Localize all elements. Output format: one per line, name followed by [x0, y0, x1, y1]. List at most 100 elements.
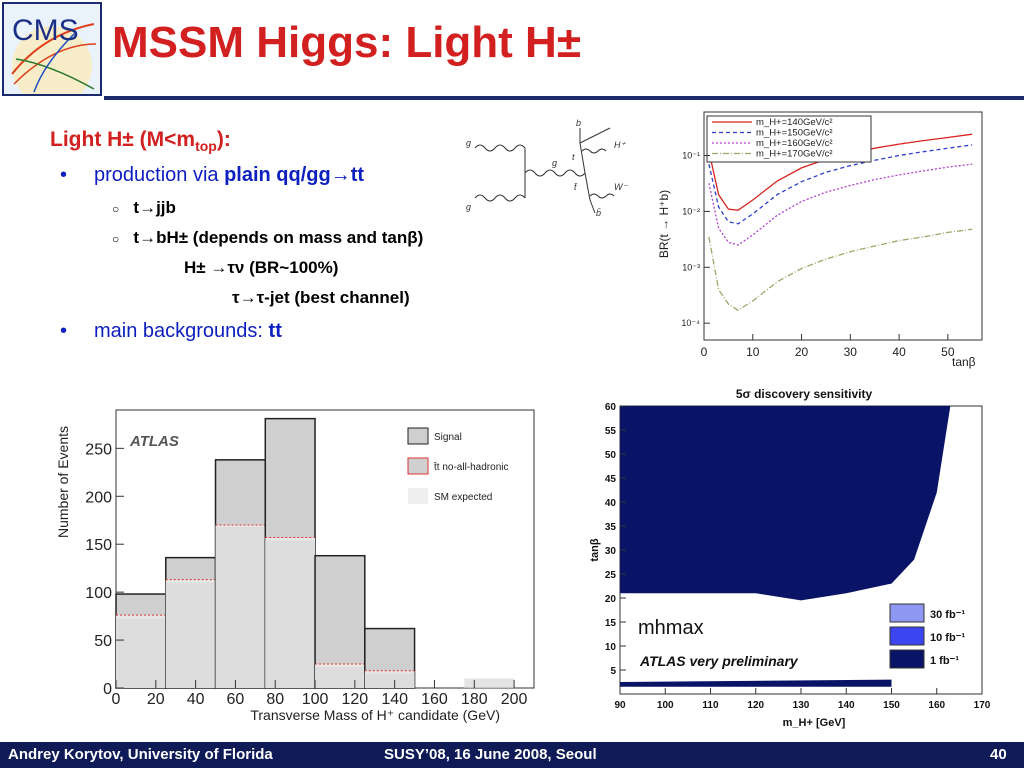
br-x-tick-label: 20	[795, 345, 809, 359]
feynman-label: b	[576, 118, 581, 128]
sens-y-tick-label: 15	[605, 618, 617, 629]
br-y-tick-label: 10⁻²	[682, 206, 700, 216]
subbullet-text: t→jjb	[133, 198, 176, 217]
footer-page-number: 40	[990, 746, 1007, 763]
sens-x-tick-label: 170	[974, 700, 991, 711]
bullet-text: production via	[94, 164, 225, 186]
bullet-text: main backgrounds:	[94, 320, 269, 342]
page-title: MSSM Higgs: Light H±	[112, 18, 581, 67]
br-x-tick-label: 0	[701, 345, 708, 359]
hist-legend-label: t̄t no-all-hadronic	[433, 461, 508, 473]
sens-y-tick-label: 55	[605, 426, 617, 437]
hist-x-tick-label: 80	[266, 691, 284, 708]
hist-x-tick-label: 140	[381, 691, 408, 708]
br-legend: m_H+=140GeV/c²m_H+=150GeV/c²m_H+=160GeV/…	[712, 117, 833, 160]
sens-y-tick-label: 20	[605, 594, 617, 605]
sens-legend-swatch	[889, 603, 925, 623]
subbullet-glyph: ○	[112, 202, 120, 216]
br-x-label: tanβ	[952, 355, 976, 369]
bullet-backgrounds: • main backgrounds: tt	[60, 320, 282, 343]
sens-y-tick-label: 40	[605, 498, 617, 509]
br-series-line	[708, 228, 973, 312]
sens-y-tick-label: 60	[605, 402, 617, 413]
subbullet-glyph: ○	[112, 232, 120, 246]
hist-y-tick-label: 0	[103, 681, 112, 698]
hist-y-tick-label: 250	[85, 441, 112, 458]
sens-x-tick-label: 120	[747, 700, 764, 711]
section-heading: Light H± (M<mtop):	[50, 128, 231, 154]
hist-x-axis: 0 20 40 60 80 100 120 140 160 180 200	[112, 680, 528, 708]
heading-text: Light H± (M<m	[50, 128, 196, 151]
sens-y-tick-label: 5	[610, 666, 616, 677]
sens-y-tick-label: 25	[605, 570, 617, 581]
hist-legend-swatch	[407, 457, 429, 475]
br-series-line	[708, 133, 973, 211]
sens-annotation-atlas: ATLAS very preliminary	[639, 653, 799, 669]
bullet-production: • production via plain qq/gg→tt	[60, 164, 364, 187]
hist-bars	[115, 417, 515, 689]
br-x-tick-label: 10	[746, 345, 760, 359]
hist-x-tick-label: 200	[501, 691, 528, 708]
feynman-label: g	[552, 158, 557, 168]
sens-x-tick-label: 130	[793, 700, 810, 711]
hist-x-tick-label: 180	[461, 691, 488, 708]
sens-legend: 30 fb⁻¹ 10 fb⁻¹ 1 fb⁻¹	[889, 603, 965, 669]
sens-y-label: tanβ	[589, 538, 601, 562]
histogram-chart: ATLAS Signal t̄t no-all-hadronic SM expect…	[55, 409, 535, 723]
hist-x-tick-label: 40	[187, 691, 205, 708]
feynman-label: b̄	[596, 208, 601, 218]
bullet-glyph: •	[60, 164, 68, 186]
hist-x-tick-label: 0	[112, 691, 121, 708]
br-x-tick-label: 40	[892, 345, 906, 359]
sens-y-tick-label: 35	[605, 522, 617, 533]
hist-x-label: Transverse Mass of H⁺ candidate (GeV)	[250, 707, 500, 723]
sens-legend-label: 10 fb⁻¹	[930, 632, 965, 644]
header-divider	[104, 96, 1024, 100]
sens-area-low	[620, 679, 892, 687]
hist-x-tick-label: 100	[302, 691, 329, 708]
br-y-label: BR(t → H⁺b)	[657, 190, 671, 258]
footer-event: SUSY’08, 16 June 2008, Seoul	[384, 746, 597, 763]
hist-y-axis: 0 50 100 150 200 250	[85, 441, 124, 698]
cms-logo-text: CMS	[12, 14, 79, 47]
br-series-line	[708, 163, 973, 246]
slide-footer: Andrey Korytov, University of Florida SU…	[0, 742, 1024, 768]
sens-x-tick-label: 140	[838, 700, 855, 711]
sens-y-tick-label: 10	[605, 642, 617, 653]
br-legend-box	[706, 115, 872, 163]
hist-x-tick-label: 120	[342, 691, 369, 708]
feynman-label: t	[572, 152, 575, 162]
hist-legend-swatch	[408, 488, 428, 504]
br-y-tick-label: 10⁻⁴	[681, 318, 700, 328]
decay-line-h: H± →τν (BR~100%)	[184, 258, 339, 277]
sens-title: 5σ discovery sensitivity	[736, 387, 873, 401]
br-x-tick-label: 50	[941, 345, 955, 359]
feynman-label: t̄	[574, 182, 578, 192]
hist-legend: Signal t̄t no-all-hadronic SM expected	[407, 427, 508, 504]
hist-x-tick-label: 160	[421, 691, 448, 708]
sens-annotation-mhmax: mhmax	[638, 617, 704, 639]
br-y-tick-label: 10⁻³	[682, 262, 700, 272]
br-series-line	[708, 144, 973, 225]
hist-y-label: Number of Events	[55, 426, 71, 538]
hist-sm-bar	[315, 666, 365, 688]
hist-x-tick-label: 20	[147, 691, 165, 708]
sensitivity-chart: 5σ discovery sensitivity mhmax ATLAS ver…	[589, 387, 991, 729]
bullet-bold-text: tt	[268, 320, 282, 342]
br-legend-label: m_H+=160GeV/c²	[756, 138, 833, 149]
feynman-label: W⁻	[614, 182, 628, 192]
heading-subscript: top	[195, 138, 217, 155]
hist-legend-swatch	[407, 427, 429, 445]
hist-watermark: ATLAS	[129, 433, 179, 450]
decay-line-tau: τ→τ-jet (best channel)	[232, 288, 410, 307]
hist-y-tick-label: 200	[85, 489, 112, 506]
br-legend-label: m_H+=170GeV/c²	[756, 149, 833, 160]
sens-y-axis: 5 10 15 20 25 30 35 40 45 50 55 60	[605, 402, 626, 677]
feynman-label: H⁺	[614, 140, 626, 150]
sens-x-tick-label: 150	[883, 700, 900, 711]
sens-legend-label: 1 fb⁻¹	[930, 655, 959, 667]
br-y-axis: 10⁻⁴ 10⁻³ 10⁻² 10⁻¹	[681, 150, 710, 328]
feynman-label: g	[466, 202, 471, 212]
subbullet-tjjb: ○ t→jjb	[112, 198, 176, 218]
sens-x-axis: 90 100 110 120 130 140 150 160 170	[614, 688, 991, 711]
